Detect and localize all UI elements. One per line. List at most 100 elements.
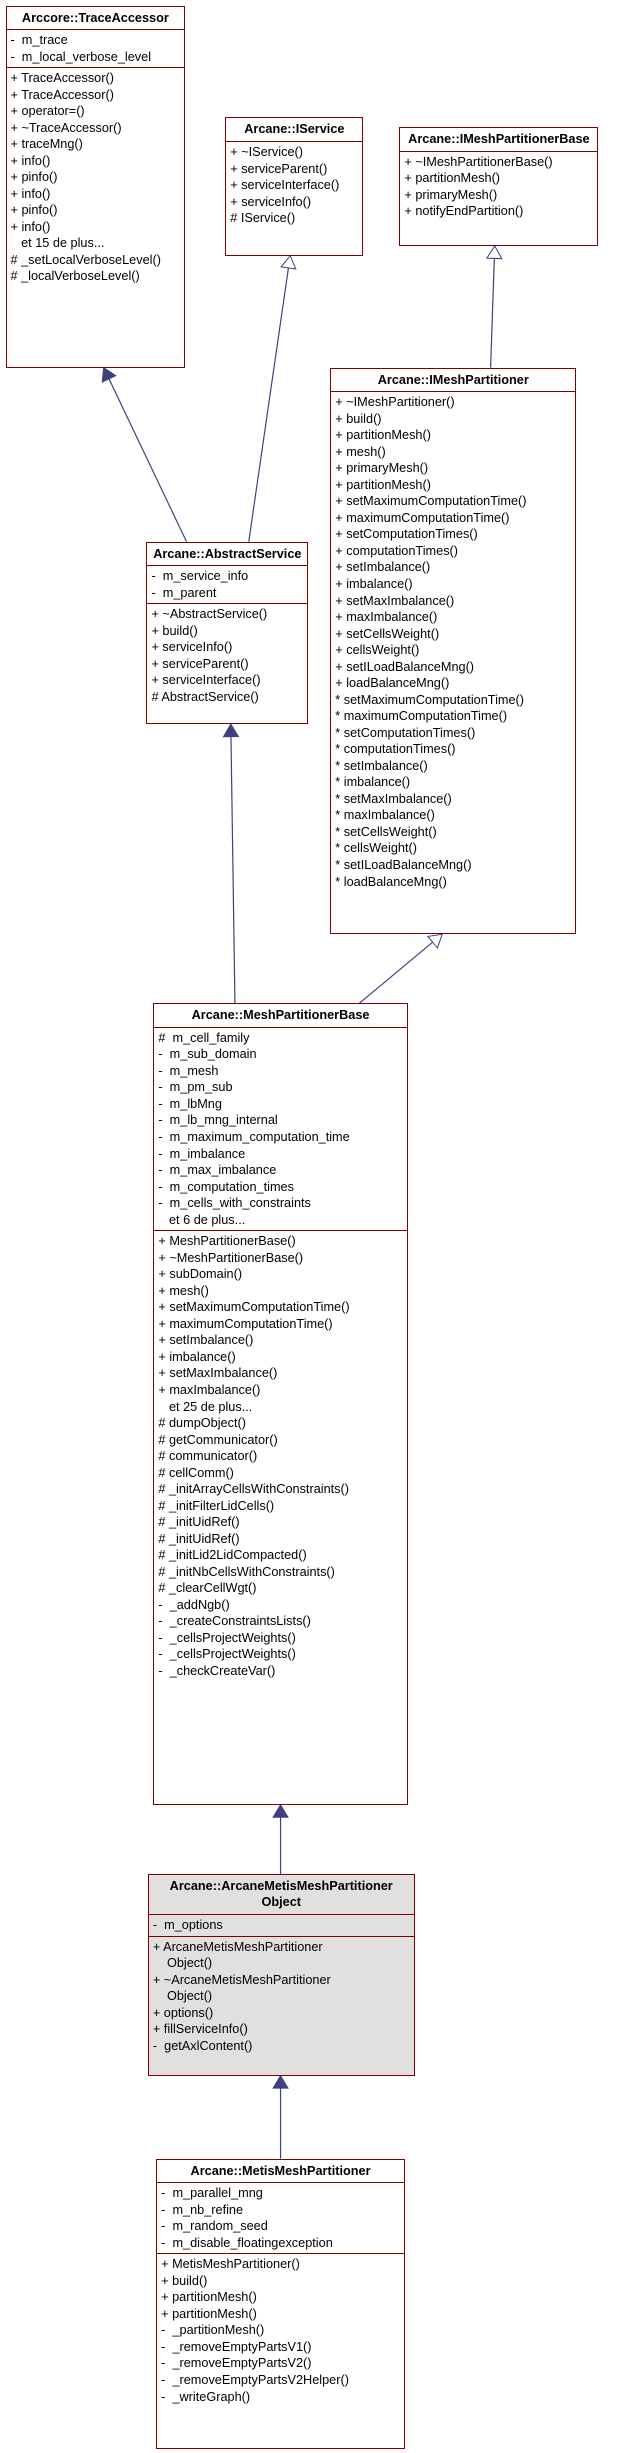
attr-row: - m_maximum_computation_time [158,1129,402,1146]
class-TraceAccessor: Arccore::TraceAccessor- m_trace- m_local… [6,6,186,368]
method-row: + setImbalance() [158,1332,402,1349]
attr-row: - m_pm_sub [158,1079,402,1096]
class-IMeshPartitioner: Arcane::IMeshPartitioner+ ~IMeshPartitio… [330,368,576,935]
attr-row: - m_random_seed [161,2218,400,2235]
class-title: Arcane::AbstractService [147,543,307,566]
attr-row: - m_service_info [151,568,303,585]
method-row: + partitionMesh() [335,427,571,444]
method-row: + setILoadBalanceMng() [335,659,571,676]
class-methods: + TraceAccessor()+ TraceAccessor()+ oper… [7,67,185,287]
method-row: + ~AbstractService() [151,606,303,623]
method-row: + subDomain() [158,1266,402,1283]
method-row: * imbalance() [335,774,571,791]
class-attrs: - m_options [149,1914,414,1936]
method-row: + operator=() [11,103,181,120]
class-title: Arcane::ArcaneMetisMeshPartitioner Objec… [149,1875,414,1914]
attr-row: et 6 de plus... [158,1212,402,1229]
method-row: - getAxlContent() [153,2038,410,2055]
method-row: + setMaximumComputationTime() [158,1299,402,1316]
method-row: # _initUidRef() [158,1514,402,1531]
method-row: # IService() [230,210,358,227]
method-row: + TraceAccessor() [11,70,181,87]
class-attrs: - m_parallel_mng- m_nb_refine- m_random_… [157,2182,404,2253]
method-row: + loadBalanceMng() [335,675,571,692]
method-row: * setComputationTimes() [335,725,571,742]
method-row: # dumpObject() [158,1415,402,1432]
method-row: + pinfo() [11,202,181,219]
class-AbstractService: Arcane::AbstractService- m_service_info-… [146,542,308,724]
method-row: + setCellsWeight() [335,626,571,643]
method-row: # _initNbCellsWithConstraints() [158,1564,402,1581]
method-row: + MetisMeshPartitioner() [161,2256,400,2273]
attr-row: - m_trace [11,32,181,49]
method-row: + fillServiceInfo() [153,2021,410,2038]
attr-row: - m_disable_floatingexception [161,2235,400,2252]
method-row: + imbalance() [158,1349,402,1366]
method-row: - _removeEmptyPartsV2Helper() [161,2372,400,2389]
method-row: + maximumComputationTime() [335,510,571,527]
attr-row: - m_max_imbalance [158,1162,402,1179]
method-row: + pinfo() [11,169,181,186]
method-row: + maxImbalance() [335,609,571,626]
method-row: + info() [11,186,181,203]
method-row: # communicator() [158,1448,402,1465]
class-methods: + MetisMeshPartitioner()+ build()+ parti… [157,2253,404,2407]
method-row: + partitionMesh() [161,2289,400,2306]
attr-row: - m_computation_times [158,1179,402,1196]
method-row: + serviceInterface() [151,672,303,689]
method-row: et 25 de plus... [158,1399,402,1416]
method-row: et 15 de plus... [11,235,181,252]
method-row: - _removeEmptyPartsV2() [161,2355,400,2372]
method-row: + setMaxImbalance() [158,1365,402,1382]
method-row: + setMaxImbalance() [335,593,571,610]
method-row: + primaryMesh() [404,187,593,204]
class-title: Arccore::TraceAccessor [7,7,185,30]
method-row: # _initUidRef() [158,1531,402,1548]
class-title: Arcane::IMeshPartitioner [331,369,575,392]
method-row: * maxImbalance() [335,807,571,824]
method-row: + cellsWeight() [335,642,571,659]
method-row: - _removeEmptyPartsV1() [161,2339,400,2356]
class-ArcaneMetis: Arcane::ArcaneMetisMeshPartitioner Objec… [148,1874,415,2076]
method-row: * setCellsWeight() [335,824,571,841]
method-row: + serviceParent() [151,656,303,673]
class-methods: + MeshPartitionerBase()+ ~MeshPartitione… [154,1230,406,1681]
class-methods: + ~IMeshPartitionerBase()+ partitionMesh… [400,151,597,222]
method-row: + options() [153,2005,410,2022]
method-row: + build() [161,2273,400,2290]
method-row: - _createConstraintsLists() [158,1613,402,1630]
method-row: * cellsWeight() [335,840,571,857]
method-row: + traceMng() [11,136,181,153]
attr-row: # m_cell_family [158,1030,402,1047]
class-title: Arcane::IMeshPartitionerBase [400,128,597,151]
method-row: + notifyEndPartition() [404,203,593,220]
method-row: - _checkCreateVar() [158,1663,402,1680]
method-row: * setILoadBalanceMng() [335,857,571,874]
attr-row: - m_nb_refine [161,2202,400,2219]
attr-row: - m_imbalance [158,1146,402,1163]
attr-row: - m_options [153,1917,410,1934]
class-methods: + ~IMeshPartitioner()+ build()+ partitio… [331,391,575,892]
method-row: * setMaxImbalance() [335,791,571,808]
method-row: + serviceInfo() [230,194,358,211]
method-row: * loadBalanceMng() [335,874,571,891]
method-row: + ArcaneMetisMeshPartitioner Object() [153,1939,410,1972]
method-row: * setImbalance() [335,758,571,775]
attr-row: - m_lb_mng_internal [158,1112,402,1129]
attr-row: - m_lbMng [158,1096,402,1113]
attr-row: - m_mesh [158,1063,402,1080]
attr-row: - m_sub_domain [158,1046,402,1063]
method-row: + setImbalance() [335,559,571,576]
class-title: Arcane::MetisMeshPartitioner [157,2160,404,2183]
class-methods: + ~IService()+ serviceParent()+ serviceI… [226,141,362,229]
method-row: * computationTimes() [335,741,571,758]
class-MeshPartitionerBase: Arcane::MeshPartitionerBase# m_cell_fami… [153,1003,407,1805]
method-row: # _localVerboseLevel() [11,268,181,285]
method-row: + partitionMesh() [404,170,593,187]
class-methods: + ArcaneMetisMeshPartitioner Object()+ ~… [149,1936,414,2057]
method-row: # getCommunicator() [158,1432,402,1449]
class-MetisMeshPartitioner: Arcane::MetisMeshPartitioner- m_parallel… [156,2159,405,2449]
method-row: + primaryMesh() [335,460,571,477]
method-row: + partitionMesh() [335,477,571,494]
class-attrs: - m_service_info- m_parent [147,565,307,603]
